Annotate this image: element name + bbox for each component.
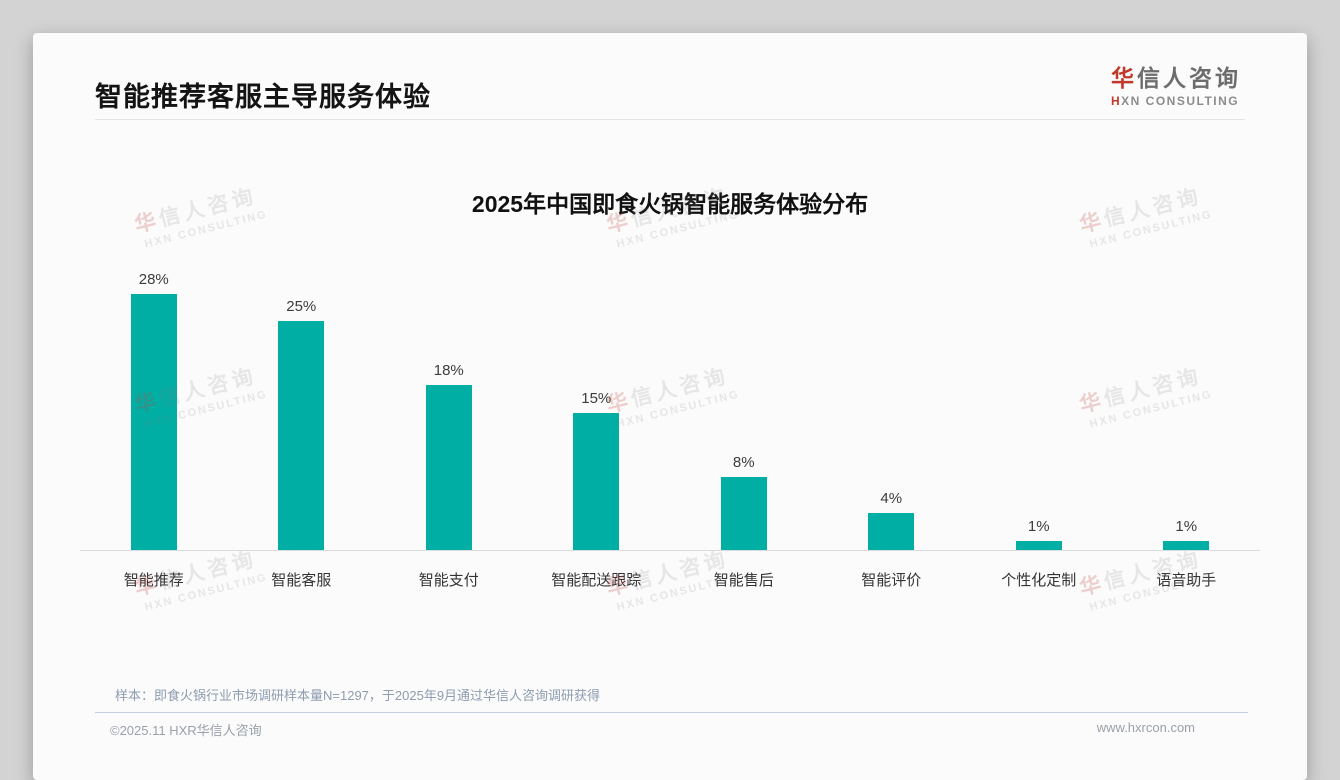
bar bbox=[868, 513, 915, 550]
bar-value-label: 1% bbox=[1027, 518, 1050, 535]
bar-value-label: 4% bbox=[880, 490, 903, 507]
bar-category-label: 智能售后 bbox=[713, 572, 774, 589]
bar-slot: 1% bbox=[965, 257, 1113, 550]
bar-category-label: 智能配送跟踪 bbox=[551, 572, 642, 589]
brand-logo-en-first: H bbox=[1111, 94, 1122, 108]
chart-title: 2025年中国即食火锅智能服务体验分布 bbox=[471, 191, 869, 217]
copyright-text: ©2025.11 HXR华信人咨询 bbox=[110, 723, 262, 738]
brand-logo-en: HXN CONSULTING bbox=[1111, 94, 1241, 108]
brand-logo: 华信人咨询 HXN CONSULTING bbox=[1111, 59, 1241, 108]
bar-value-label: 8% bbox=[732, 454, 755, 471]
x-axis-line bbox=[80, 550, 1260, 551]
bar-slot: 15% bbox=[523, 257, 671, 550]
bar bbox=[278, 321, 325, 550]
bar-slot: 28% bbox=[80, 257, 228, 550]
category-row: 智能推荐 智能客服 智能支付 智能配送跟踪 智能售后 智能评价 个性化定制 语音助手 bbox=[80, 569, 1260, 590]
page-title: 智能推荐客服主导服务体验 bbox=[95, 82, 431, 112]
brand-logo-cn-rest: 信人咨询 bbox=[1137, 65, 1241, 91]
bar-value-label: 1% bbox=[1175, 518, 1198, 535]
bar bbox=[1015, 541, 1062, 550]
bar-slot: 25% bbox=[228, 257, 376, 550]
bar bbox=[1163, 541, 1210, 550]
bar-category-label: 语音助手 bbox=[1156, 572, 1217, 589]
plot-area: 28% 25% 18% 15% 8% 4% 1% 1% bbox=[80, 257, 1260, 550]
bar-category-label: 智能评价 bbox=[861, 572, 922, 589]
footer-divider bbox=[95, 712, 1248, 713]
bar-slot: 8% bbox=[670, 257, 818, 550]
brand-logo-cn-first: 华 bbox=[1111, 65, 1137, 91]
bar bbox=[425, 385, 472, 550]
bar-value-label: 15% bbox=[581, 390, 612, 407]
header-divider bbox=[95, 119, 1245, 120]
brand-logo-cn: 华信人咨询 bbox=[1111, 59, 1241, 93]
bar-category-label: 智能支付 bbox=[418, 572, 479, 589]
bar bbox=[130, 294, 177, 550]
footer-row: ©2025.11 HXR华信人咨询 www.hxrcon.com bbox=[33, 720, 1307, 739]
bar-category-label: 智能客服 bbox=[271, 572, 332, 589]
bar-value-label: 18% bbox=[433, 362, 464, 379]
bar-value-label: 25% bbox=[286, 298, 317, 315]
bar-category-label: 智能推荐 bbox=[123, 572, 184, 589]
report-card: 智能推荐客服主导服务体验 华信人咨询 HXN CONSULTING 2025年中… bbox=[33, 33, 1307, 780]
bar-slot: 18% bbox=[375, 257, 523, 550]
website-text: www.hxrcon.com bbox=[1096, 720, 1195, 735]
bar-slot: 1% bbox=[1113, 257, 1261, 550]
brand-logo-en-rest: XN CONSULTING bbox=[1121, 94, 1240, 108]
bar-slot: 4% bbox=[818, 257, 966, 550]
sample-note: 样本：即食火锅行业市场调研样本量N=1297，于2025年9月通过华信人咨询调研… bbox=[115, 688, 601, 703]
bar-value-label: 28% bbox=[138, 271, 169, 288]
bar bbox=[573, 413, 620, 550]
bar-category-label: 个性化定制 bbox=[1001, 572, 1077, 589]
bar bbox=[720, 477, 767, 550]
